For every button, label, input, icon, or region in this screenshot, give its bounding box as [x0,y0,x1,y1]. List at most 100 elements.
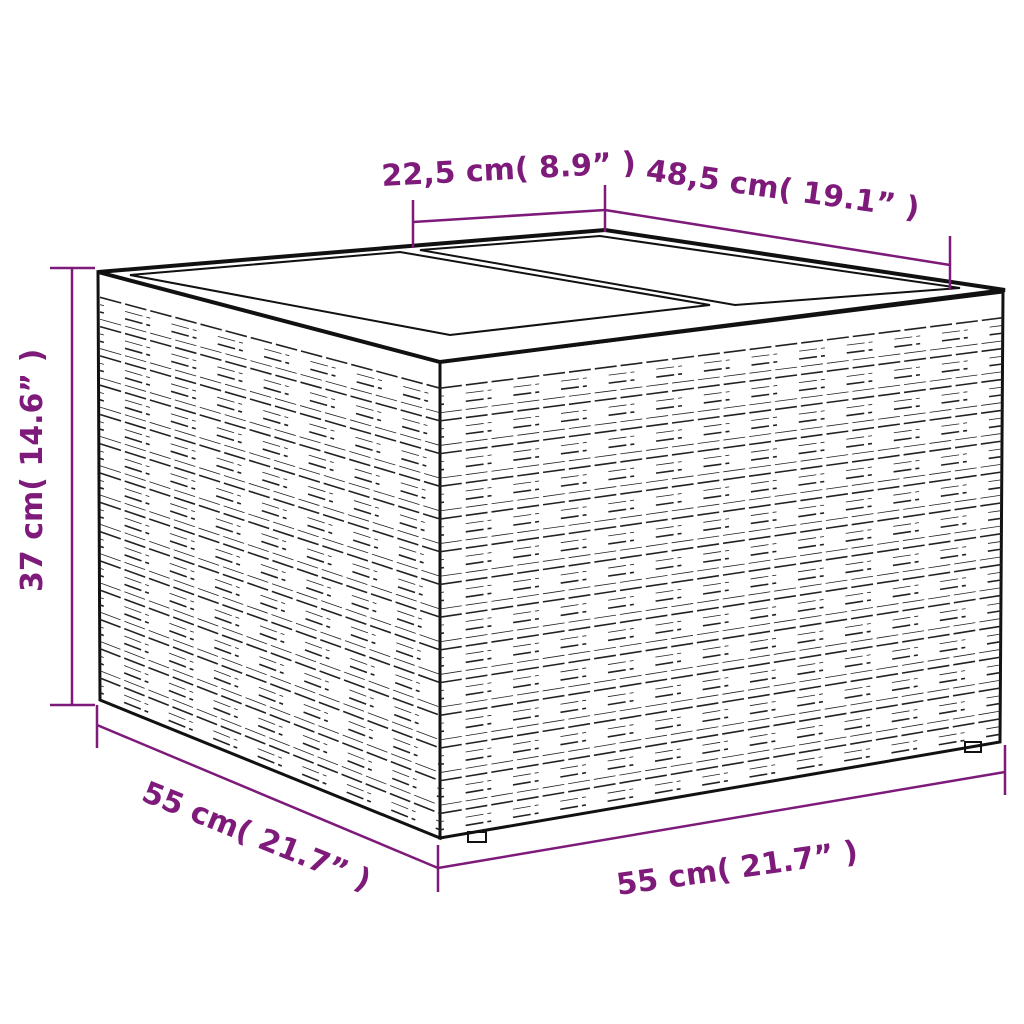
weave-strand-front [439,594,1002,684]
weave-strand-front [439,433,1003,512]
weave-strand-front [439,347,1003,422]
weave-strand-front [439,440,1003,520]
weave-strand-left [99,355,441,455]
wicker-storage-box [96,227,1006,843]
weave-strand-front [439,702,1001,798]
weave-strand-left [99,369,441,471]
weave-strand-front [439,664,1001,757]
weave-strand-left [99,465,441,577]
weave-strand-left [99,611,441,741]
weave-strand-front [439,571,1002,659]
weave-strand-left [99,479,441,594]
weave-strand-left [99,406,441,512]
weave-strand-front [439,710,1001,806]
weave-strand-front [439,479,1002,561]
foot-right [964,741,982,753]
weave-strand-left [99,641,441,773]
weave-strand-left [99,413,441,520]
weave-strand-left [99,450,441,561]
weave-strand-front [439,448,1003,528]
weave-strand-front [439,556,1002,643]
weave-strand-front [439,633,1001,724]
weave-strand-front [439,563,1002,651]
weave-strand-front [439,587,1002,675]
weave-strand-left [99,538,441,659]
weave-strand-left [99,589,441,717]
weave-strand-left [99,523,441,643]
weave-strand-left [99,501,441,618]
weave-strand-front [439,579,1002,668]
weave-strand-left [99,560,441,684]
weave-strand-left [99,392,441,495]
weave-strand-left [99,545,441,668]
weave-strand-front [439,625,1001,717]
height-label: 37 cm( 14.6” ) [15,349,50,592]
weave-strand-front [439,409,1003,488]
weave-strand-front [439,510,1002,594]
weave-strand-front [439,525,1002,610]
weave-strand-left [99,486,441,602]
weave-strand-left [99,311,441,406]
weave-strand-front [439,378,1003,455]
weave-strand-front [439,656,1001,749]
weave-strand-front [439,417,1003,495]
weave-strand-left [99,582,441,708]
weave-strand-front [439,502,1002,586]
weave-strand-left [99,472,441,586]
weave-strand-left [99,604,441,733]
weave-strand-left [99,530,441,651]
weave-strand-left [99,677,441,815]
weave-strand-left [99,436,441,544]
weave-strand-left [99,442,441,553]
lid-glass-left [129,250,711,337]
dimension-lines [50,185,1007,892]
weave-strand-front [439,386,1003,463]
weave-strand-front [439,355,1003,430]
weave-strand-front [439,695,1001,790]
weave-strand-front [439,718,1001,815]
weave-strand-left [99,304,441,397]
weave-strand-left [99,516,441,635]
weave-strand-front [439,733,1001,831]
weave-strand-left [99,626,441,757]
weave-strand-left [99,648,441,782]
lid-glass-right [419,234,961,307]
top-depth-label: 48,5 cm( 19.1” ) [644,153,922,226]
weave-strand-left [99,662,441,798]
weave-strand-left [99,348,441,446]
weave-strand-front [439,325,1003,397]
weave-strand-front [439,602,1002,692]
weave-strand-left [99,574,441,700]
weave-strand-left [99,428,441,537]
front-width-label: 55 cm( 21.7” ) [614,834,860,903]
lid-width-label: 22,5 cm( 8.9” ) [381,146,637,194]
weave-strand-front [439,494,1002,577]
weave-strand-front [439,618,1001,708]
weave-strand-front [439,455,1003,537]
weave-strand-left [99,318,441,414]
weave-strand-front [439,726,1001,823]
weave-strand-left [99,421,441,528]
weave-strand-front [439,394,1003,471]
weave-strand-front [439,687,1001,782]
weave-strand-left [99,333,441,430]
weave-strand-front [439,640,1001,733]
weave-strand-front [439,340,1003,414]
foot-front [467,831,487,843]
weave-strand-front [439,363,1003,439]
weave-strand-front [439,532,1002,618]
weave-strand-front [439,679,1001,773]
weave-strand-left [99,670,441,806]
weave-strand-front [439,424,1003,504]
weave-strand-left [99,377,441,479]
weave-strand-left [99,325,441,422]
weave-strand-front [439,610,1002,700]
weave-strand-front [439,463,1002,544]
weave-strand-left [99,655,441,790]
weave-strand-left [99,509,441,626]
weave-strand-front [439,541,1002,626]
weave-strand-left [99,618,441,749]
weave-strand-front [439,332,1003,406]
weave-strand-left [99,457,441,569]
